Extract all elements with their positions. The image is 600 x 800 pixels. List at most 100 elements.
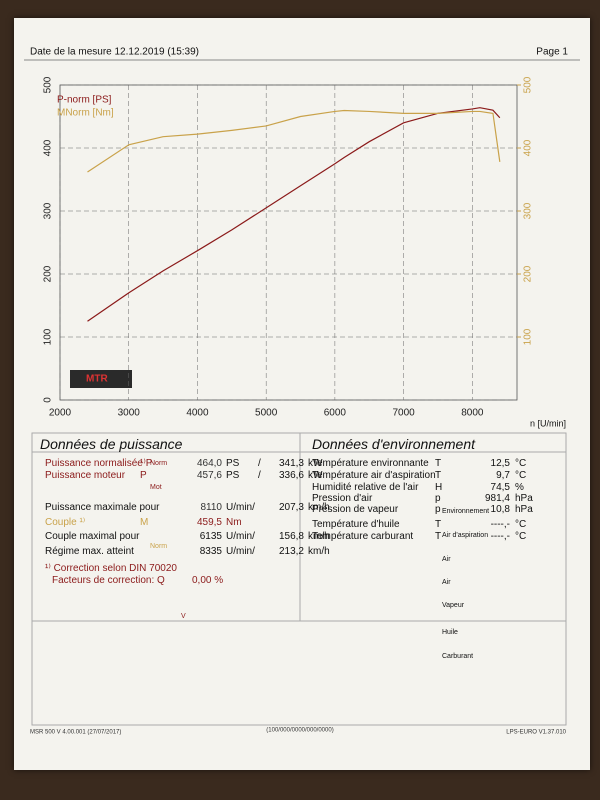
x-tick-label: 7000 bbox=[392, 408, 415, 419]
firmware-version: LPS-EURO V1.37.010 bbox=[506, 730, 566, 736]
row-label: Puissance maximale pour bbox=[45, 502, 160, 513]
row-unit: PS bbox=[226, 458, 240, 469]
measure-date: Date de la mesure 12.12.2019 (15:39) bbox=[30, 47, 199, 58]
section-title: Données d'environnement bbox=[312, 436, 476, 452]
row-unit: U/min/ bbox=[226, 502, 255, 513]
row-unit-2: km/h bbox=[308, 531, 330, 542]
x-tick-label: 2000 bbox=[49, 408, 72, 419]
env-symbol: T bbox=[435, 531, 442, 542]
env-symbol-sub: Carburant bbox=[442, 653, 474, 660]
row-unit-2: kW bbox=[308, 470, 323, 481]
env-symbol: p bbox=[435, 504, 441, 515]
y2-tick-label: 500 bbox=[523, 76, 534, 93]
y-tick-label: 400 bbox=[43, 139, 54, 156]
row-value: 464,0 bbox=[196, 458, 222, 469]
x-axis-label: n [U/min] bbox=[530, 418, 566, 428]
env-label: Humidité relative de l'air bbox=[312, 482, 419, 493]
env-label: Température air d'aspiration bbox=[312, 470, 436, 481]
row-unit-2: kW bbox=[308, 458, 323, 469]
row-value: 8335 bbox=[199, 546, 222, 557]
row-value: 6135 bbox=[199, 531, 222, 542]
env-value: 74,5 bbox=[490, 482, 510, 493]
env-value: 10,8 bbox=[490, 504, 510, 515]
env-symbol-sub: Air bbox=[442, 579, 451, 586]
y2-tick-label: 400 bbox=[523, 139, 534, 156]
x-tick-label: 6000 bbox=[324, 408, 347, 419]
y2-tick-label: 300 bbox=[523, 202, 534, 219]
env-symbol-sub: Huile bbox=[442, 629, 458, 636]
env-symbol: T bbox=[435, 470, 442, 481]
y-tick-label: 200 bbox=[43, 265, 54, 282]
env-unit: °C bbox=[515, 531, 527, 542]
software-version: MSR 500 V 4.00.001 (27/07/2017) bbox=[30, 730, 121, 736]
row-unit-2: km/h bbox=[308, 546, 330, 557]
series-line bbox=[87, 109, 501, 173]
env-value: ----,- bbox=[490, 531, 510, 542]
row-value-2: 341,3 bbox=[278, 458, 304, 469]
notes-box bbox=[31, 620, 567, 726]
series-line bbox=[87, 107, 501, 322]
env-value: 9,7 bbox=[496, 470, 510, 481]
row-value-2: 156,8 bbox=[278, 531, 304, 542]
row-value: 8110 bbox=[200, 502, 222, 513]
env-unit: % bbox=[515, 482, 524, 493]
env-symbol-sub: Air bbox=[442, 556, 451, 563]
row-value-2: 336,6 bbox=[278, 470, 304, 481]
logo-box bbox=[70, 370, 132, 388]
row-unit: U/min/ bbox=[226, 531, 255, 542]
row-symbol-sub: Mot bbox=[150, 484, 162, 491]
row-label: Couple maximal pour bbox=[45, 531, 140, 542]
env-symbol: T bbox=[435, 458, 442, 469]
env-unit: hPa bbox=[515, 493, 533, 504]
row-value-2: 213,2 bbox=[278, 546, 304, 557]
env-symbol: H bbox=[435, 482, 443, 493]
footnote: ¹⁾ Correction selon DIN 70020 bbox=[45, 563, 177, 574]
legend-entry: P-norm [PS] bbox=[57, 95, 112, 106]
y-tick-label: 300 bbox=[43, 202, 54, 219]
x-tick-label: 4000 bbox=[186, 408, 209, 419]
row-symbol: M bbox=[140, 517, 149, 528]
env-label: Température carburant bbox=[312, 531, 414, 542]
env-unit: °C bbox=[515, 458, 527, 469]
config-code: (100/000/0000/000/0000) bbox=[266, 728, 333, 734]
y2-tick-label: 200 bbox=[523, 265, 534, 282]
page-number: Page 1 bbox=[536, 47, 568, 58]
row-symbol: ¹⁾P bbox=[140, 458, 153, 469]
row-label: Puissance normalisée bbox=[45, 458, 143, 469]
correction-factor-value: 0,00 % bbox=[192, 575, 224, 586]
tables: Données de puissance Puissance normalisée… bbox=[0, 0, 600, 660]
correction-factor-sub: V bbox=[181, 613, 186, 620]
env-value: 981,4 bbox=[484, 493, 510, 504]
y-tick-label: 0 bbox=[43, 397, 54, 403]
env-symbol-sub: Vapeur bbox=[442, 602, 465, 609]
x-tick-label: 3000 bbox=[118, 408, 141, 419]
y2-tick-label: 100 bbox=[523, 328, 534, 345]
row-unit: Nm bbox=[226, 517, 242, 528]
row-label: Couple ¹⁾ bbox=[45, 517, 86, 528]
y-tick-label: 500 bbox=[43, 76, 54, 93]
row-unit: PS bbox=[226, 470, 240, 481]
row-symbol: P bbox=[140, 470, 147, 481]
env-unit: °C bbox=[515, 470, 527, 481]
env-unit: °C bbox=[515, 519, 527, 530]
x-tick-label: 8000 bbox=[461, 408, 484, 419]
row-separator: / bbox=[258, 470, 261, 481]
row-unit-2: km/h bbox=[308, 502, 330, 513]
correction-factor: Facteurs de correction: Q bbox=[52, 575, 165, 586]
env-symbol-sub: Environnement bbox=[442, 508, 490, 515]
env-label: Pression de vapeur bbox=[312, 504, 399, 515]
row-symbol-sub: Norm bbox=[150, 543, 168, 550]
env-label: Température d'huile bbox=[312, 519, 400, 530]
row-value: 457,6 bbox=[196, 470, 222, 481]
row-value: 459,5 bbox=[196, 517, 222, 528]
row-symbol-sub: Norm bbox=[150, 460, 168, 467]
row-label: Régime max. atteint bbox=[45, 546, 134, 557]
row-label: Puissance moteur bbox=[45, 470, 126, 481]
y-tick-label: 100 bbox=[43, 328, 54, 345]
env-symbol: p bbox=[435, 493, 441, 504]
env-label: Température environnante bbox=[312, 458, 429, 469]
env-value: 12,5 bbox=[490, 458, 510, 469]
env-unit: hPa bbox=[515, 504, 533, 515]
